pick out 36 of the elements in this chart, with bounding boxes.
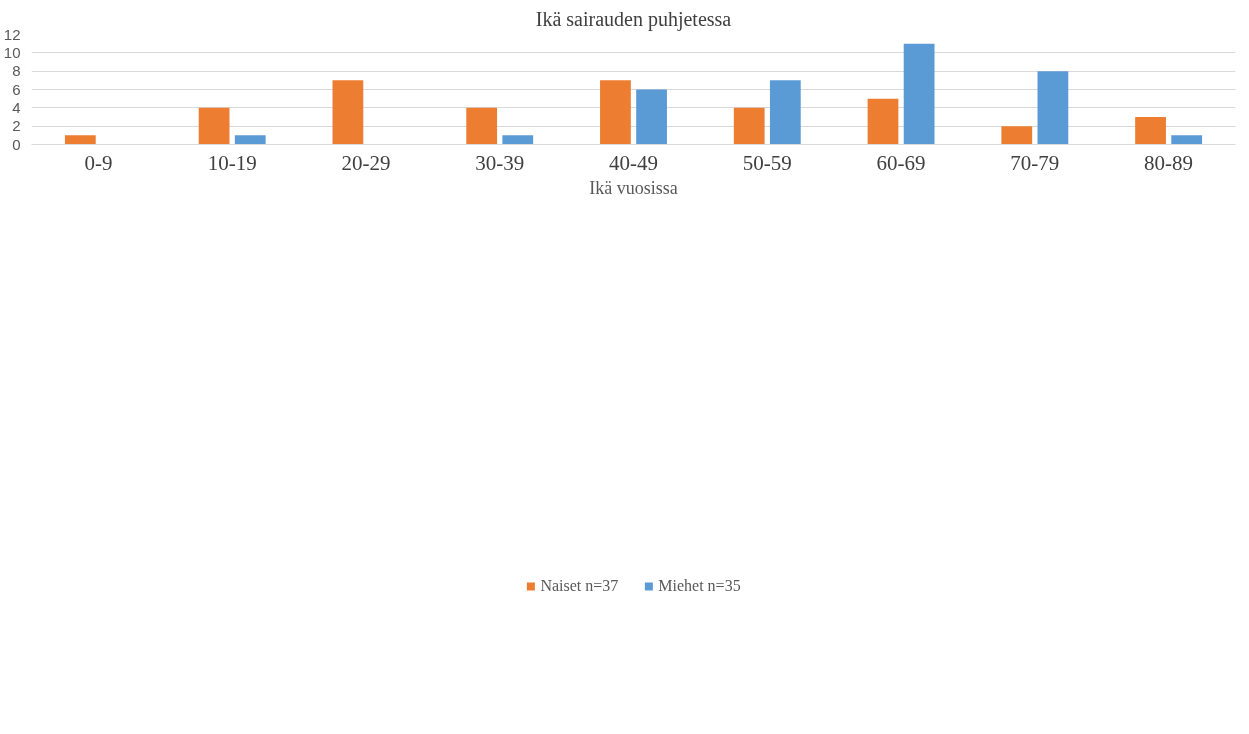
bar <box>867 98 899 145</box>
bar <box>903 43 935 145</box>
y-tick-label: 6 <box>12 80 21 98</box>
x-tick-label: 20-29 <box>341 150 391 175</box>
x-axis-title: Ikä vuosissa <box>589 177 678 198</box>
x-tick-label: 0-9 <box>84 150 113 175</box>
x-tick-label: 60-69 <box>876 150 926 175</box>
bar <box>198 107 230 145</box>
bar <box>769 80 801 145</box>
y-tick-label: 10 <box>3 43 21 61</box>
x-tick-label: 40-49 <box>609 150 658 175</box>
bar <box>1037 71 1069 145</box>
x-tick-label: 70-79 <box>1010 150 1060 175</box>
y-tick-label: 8 <box>12 62 21 80</box>
y-tick-label: 2 <box>12 117 21 135</box>
bar <box>636 89 667 145</box>
chart-title: Ikä sairauden puhjetessa <box>535 7 732 31</box>
bar <box>1171 135 1203 145</box>
bar <box>466 107 498 145</box>
y-tick-label: 4 <box>12 98 21 116</box>
bar <box>234 135 266 145</box>
bar <box>733 107 765 145</box>
bar <box>64 135 96 145</box>
legend-label: Naiset n=37 <box>540 576 619 595</box>
bar <box>332 80 364 145</box>
legend-label: Miehet n=35 <box>658 576 741 595</box>
bar <box>502 135 534 145</box>
y-tick-label: 0 <box>12 135 21 153</box>
bar <box>1001 126 1033 145</box>
x-tick-label: 80-89 <box>1144 150 1194 175</box>
y-tick-label: 12 <box>3 25 21 43</box>
bar <box>1135 117 1166 145</box>
x-tick-label: 30-39 <box>475 150 525 175</box>
bar <box>600 80 631 145</box>
x-tick-label: 50-59 <box>742 150 792 175</box>
x-tick-label: 10-19 <box>207 150 257 175</box>
